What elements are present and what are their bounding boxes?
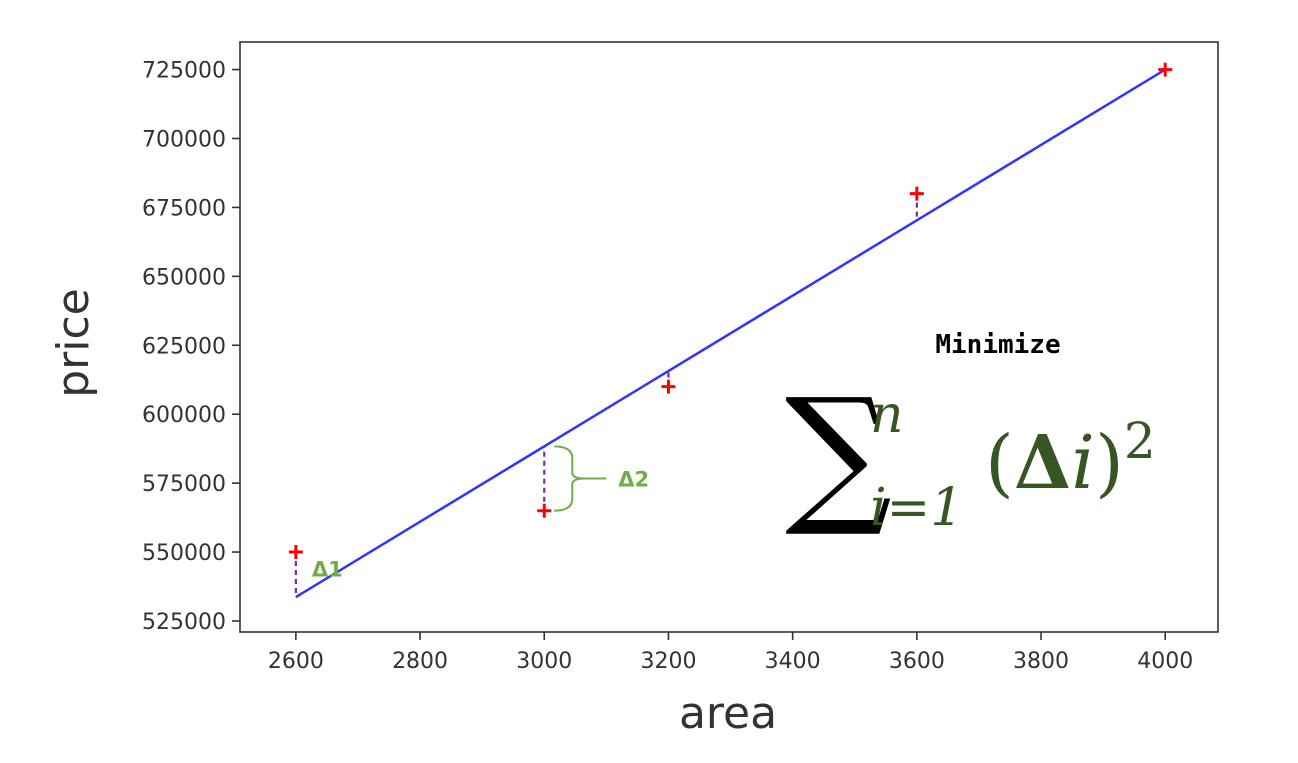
minimize-heading: Minimize — [935, 330, 1060, 360]
sum-power: 2 — [1124, 412, 1156, 470]
x-tick-label: 3600 — [889, 649, 945, 674]
y-tick-label: 550000 — [142, 541, 226, 566]
y-tick-label: 600000 — [142, 403, 226, 428]
y-tick-label: 725000 — [142, 59, 226, 84]
x-tick-label: 3000 — [516, 649, 572, 674]
y-tick-label: 625000 — [142, 334, 226, 359]
x-tick-label: 2600 — [268, 649, 324, 674]
plot-frame — [239, 41, 1219, 633]
data-point — [661, 379, 676, 394]
data-point — [909, 186, 924, 201]
sum-open-paren: ( — [985, 420, 1014, 506]
sum-close-paren: ) — [1095, 420, 1124, 506]
x-axis-title: area — [679, 688, 777, 739]
sum-term: (Δi)2 — [985, 412, 1156, 506]
sum-upper-limit: n — [870, 385, 904, 445]
y-tick-label: 575000 — [142, 472, 226, 497]
sum-delta: Δ — [1014, 420, 1071, 506]
y-tick-label: 675000 — [142, 196, 226, 221]
fit-line — [295, 68, 1166, 599]
sum-lower-limit: i=1 — [870, 478, 963, 538]
data-point — [1158, 62, 1173, 77]
x-tick-label: 3200 — [640, 649, 696, 674]
sum-formula: ∑ n i=1 (Δi)2 — [785, 367, 1156, 541]
sum-symbol: ∑ — [785, 367, 892, 541]
x-tick-label: 2800 — [392, 649, 448, 674]
data-point — [288, 545, 303, 560]
sum-index: i — [1071, 420, 1095, 506]
delta-2-brace — [554, 445, 585, 512]
y-tick-label: 700000 — [142, 127, 226, 152]
delta-2-label: Δ2 — [618, 468, 649, 492]
x-tick-label: 3400 — [765, 649, 821, 674]
data-point — [537, 503, 552, 518]
x-tick-label: 4000 — [1137, 649, 1193, 674]
plot-area: 2600 2800 3000 3200 3400 3600 3800 4000 525000 55… — [142, 41, 1219, 674]
y-tick-label: 525000 — [142, 610, 226, 635]
y-axis-title: price — [48, 288, 99, 398]
x-tick-label: 3800 — [1013, 649, 1069, 674]
y-tick-label: 650000 — [142, 265, 226, 290]
delta-1-label: Δ1 — [312, 558, 343, 582]
